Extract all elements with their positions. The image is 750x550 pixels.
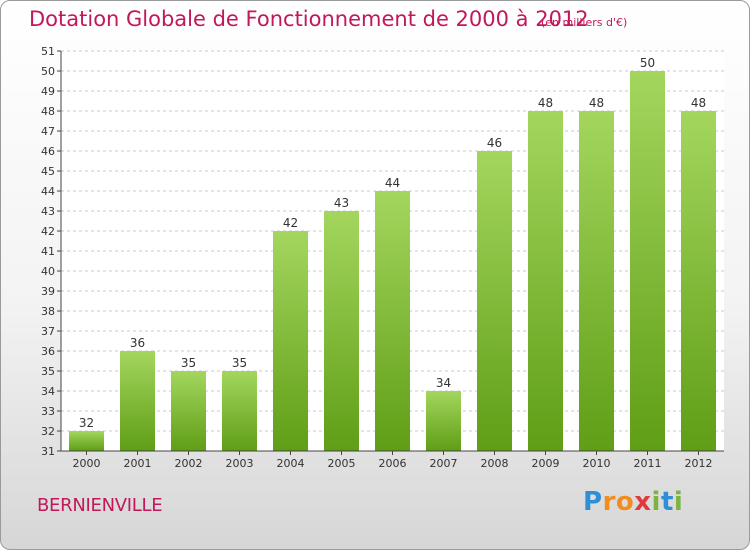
data-label: 43 bbox=[334, 196, 349, 210]
y-tick-label: 34 bbox=[41, 385, 55, 398]
logo-letter: P bbox=[583, 487, 603, 517]
logo-letter: o bbox=[615, 487, 635, 517]
bar-2005 bbox=[324, 211, 359, 451]
data-label: 36 bbox=[130, 336, 145, 350]
logo-letter: t bbox=[660, 487, 674, 517]
y-tick-label: 49 bbox=[41, 85, 55, 98]
y-tick-label: 47 bbox=[41, 125, 55, 138]
data-label: 42 bbox=[283, 216, 298, 230]
logo-letter: i bbox=[673, 487, 684, 517]
x-tick-label: 2012 bbox=[685, 457, 713, 470]
data-label: 48 bbox=[691, 96, 706, 110]
data-label: 48 bbox=[538, 96, 553, 110]
data-label: 32 bbox=[79, 416, 94, 430]
proxiti-logo[interactable]: Proxiti bbox=[583, 487, 683, 517]
y-tick-label: 44 bbox=[41, 185, 55, 198]
y-tick-label: 37 bbox=[41, 325, 55, 338]
bar-2006 bbox=[375, 191, 410, 451]
unit-note: (en milliers d'€) bbox=[541, 16, 628, 29]
y-tick-label: 31 bbox=[41, 445, 55, 458]
x-tick-label: 2009 bbox=[532, 457, 560, 470]
bar-2001 bbox=[120, 351, 155, 451]
x-tick-label: 2002 bbox=[175, 457, 203, 470]
y-tick-label: 45 bbox=[41, 165, 55, 178]
y-axis-tick-labels: 31 32 33 34 35 36 37 38 39 40 41 42 43 44 45 46 47 48 49 50… bbox=[41, 45, 61, 458]
y-tick-label: 38 bbox=[41, 305, 55, 318]
data-label: 48 bbox=[589, 96, 604, 110]
y-tick-label: 39 bbox=[41, 285, 55, 298]
chart-title: Dotation Globale de Fonctionnement de 20… bbox=[29, 7, 589, 31]
x-tick-label: 2010 bbox=[583, 457, 611, 470]
data-label: 50 bbox=[640, 56, 655, 70]
bar-2009 bbox=[528, 111, 563, 451]
y-tick-label: 48 bbox=[41, 105, 55, 118]
bars bbox=[69, 71, 716, 451]
data-label: 34 bbox=[436, 376, 451, 390]
bar-2000 bbox=[69, 431, 104, 451]
bar-2004 bbox=[273, 231, 308, 451]
x-axis-tick-labels: 2000 2001 2002 2003 2004 2005 2006 2007 2008 2009… bbox=[73, 451, 713, 470]
data-label: 35 bbox=[181, 356, 196, 370]
x-tick-label: 2003 bbox=[226, 457, 254, 470]
bar-2008 bbox=[477, 151, 512, 451]
x-tick-label: 2005 bbox=[328, 457, 356, 470]
bar-2003 bbox=[222, 371, 257, 451]
logo-letter: i bbox=[651, 487, 661, 517]
y-tick-label: 41 bbox=[41, 245, 55, 258]
y-tick-label: 42 bbox=[41, 225, 55, 238]
y-tick-label: 35 bbox=[41, 365, 55, 378]
x-tick-label: 2006 bbox=[379, 457, 407, 470]
y-tick-label: 46 bbox=[41, 145, 55, 158]
bar-2010 bbox=[579, 111, 614, 451]
x-tick-label: 2007 bbox=[430, 457, 458, 470]
y-tick-label: 32 bbox=[41, 425, 55, 438]
data-label: 44 bbox=[385, 176, 400, 190]
x-tick-label: 2011 bbox=[634, 457, 662, 470]
y-tick-label: 40 bbox=[41, 265, 55, 278]
bar-2012 bbox=[681, 111, 716, 451]
data-labels: 32 36 35 35 42 43 44 34 46 48 48 50 48 bbox=[79, 56, 706, 430]
x-tick-label: 2004 bbox=[277, 457, 305, 470]
y-tick-label: 51 bbox=[41, 45, 55, 58]
logo-letter: r bbox=[602, 487, 616, 517]
x-tick-label: 2000 bbox=[73, 457, 101, 470]
bar-2007 bbox=[426, 391, 461, 451]
x-tick-label: 2001 bbox=[124, 457, 152, 470]
y-tick-label: 36 bbox=[41, 345, 55, 358]
commune-name: BERNIENVILLE bbox=[37, 495, 163, 516]
data-label: 35 bbox=[232, 356, 247, 370]
y-tick-label: 33 bbox=[41, 405, 55, 418]
y-tick-label: 50 bbox=[41, 65, 55, 78]
logo-letter: x bbox=[634, 487, 652, 517]
bar-2011 bbox=[630, 71, 665, 451]
x-tick-label: 2008 bbox=[481, 457, 509, 470]
y-tick-label: 43 bbox=[41, 205, 55, 218]
bar-2002 bbox=[171, 371, 206, 451]
data-label: 46 bbox=[487, 136, 502, 150]
